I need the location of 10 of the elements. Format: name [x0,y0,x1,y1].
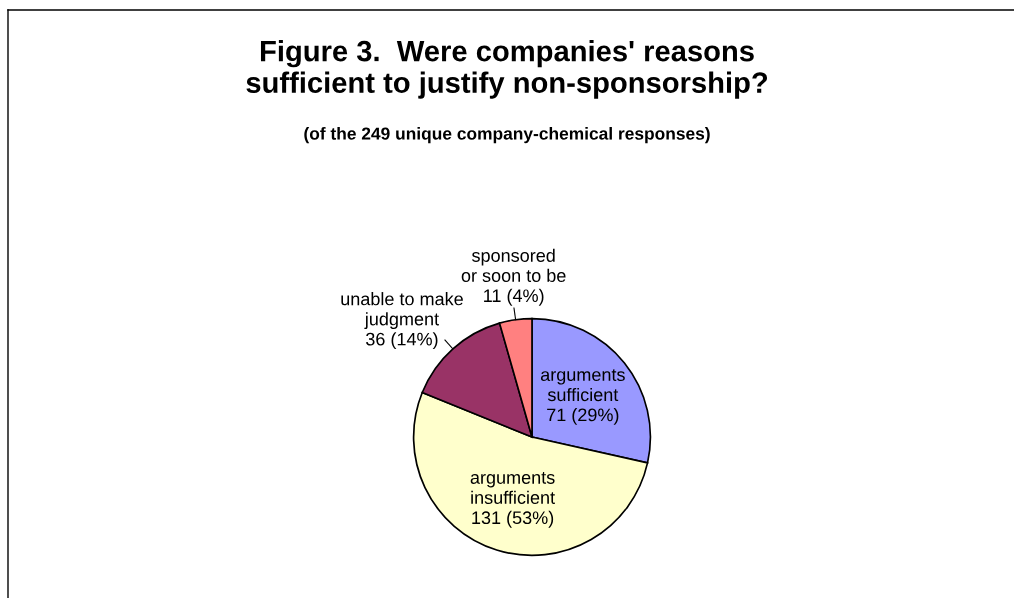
slice-label: arguments sufficient [540,369,625,402]
data-label: 131 (53%) [472,510,554,528]
data-label: 11 (4%) [484,288,544,306]
chart-subtitle: (of the 249 unique company-chemical responses) [304,127,710,144]
slice-label: unable to make judgment [341,292,463,329]
slice-label: arguments insufficient [470,472,555,504]
data-label: 71 (29%) [547,407,619,425]
slice-label: sponsored or soon to be [461,248,566,282]
data-label: 36 (14%) [366,332,438,350]
chart-title: Figure 3. Were companies' reasons sufficient to justify non-sponsorship? [246,40,768,99]
